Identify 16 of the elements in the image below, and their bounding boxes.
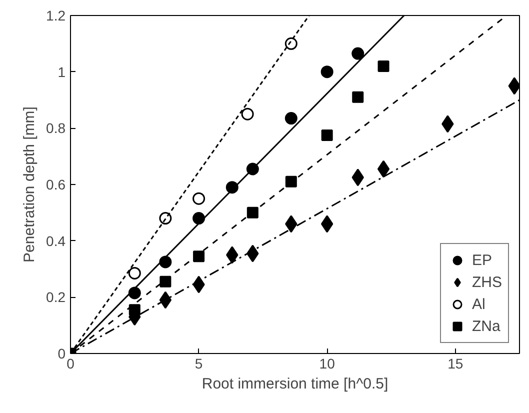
y-tick-label: 0.4 bbox=[46, 232, 66, 249]
y-tick-label: 1.2 bbox=[46, 8, 66, 24]
x-tick-label: 15 bbox=[448, 356, 464, 372]
legend-label: Al bbox=[472, 296, 486, 312]
y-tick-label: 0.8 bbox=[46, 120, 66, 136]
legend-label: ZNa bbox=[472, 318, 500, 334]
y-tick-label: 0.6 bbox=[46, 176, 66, 192]
y-tick-label: 0 bbox=[58, 346, 66, 362]
x-axis-title: Root immersion time [h^0.5] bbox=[202, 376, 388, 392]
x-tick-label: 10 bbox=[319, 356, 336, 372]
y-tick-label: 0.2 bbox=[46, 289, 66, 306]
y-axis-title: Penetration depth [mm] bbox=[21, 106, 38, 262]
legend-label: ZHS bbox=[472, 274, 502, 290]
x-tick-label: 5 bbox=[194, 356, 203, 372]
y-tick-label: 1 bbox=[58, 64, 66, 80]
legend-label: EP bbox=[472, 252, 492, 268]
